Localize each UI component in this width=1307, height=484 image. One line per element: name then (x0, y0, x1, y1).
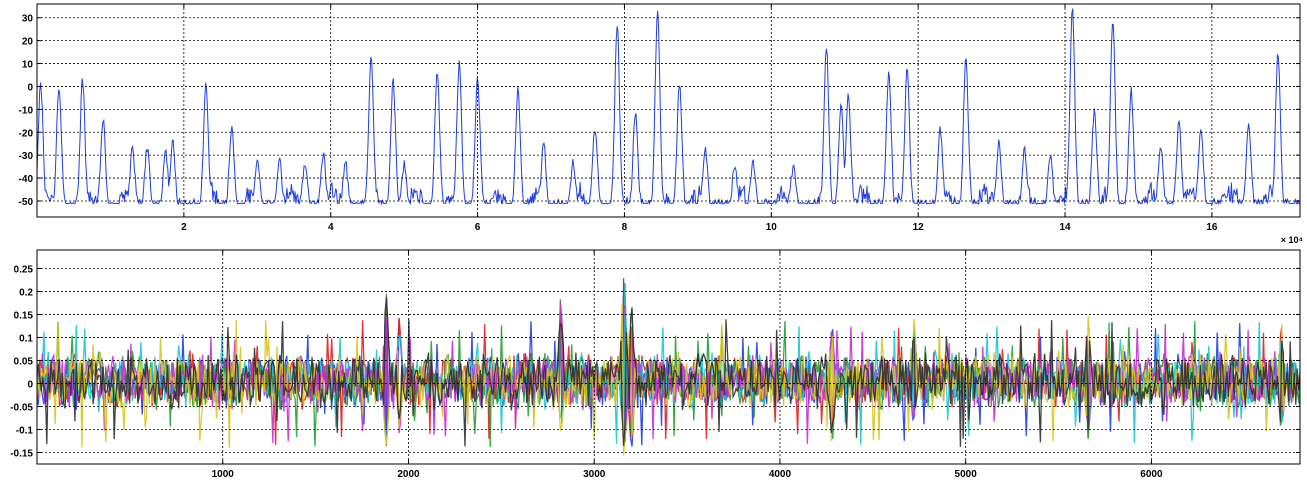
data-layer (37, 8, 1300, 206)
y-tick-label: 0.1 (19, 333, 33, 344)
y-tick-label: 0 (27, 82, 33, 93)
x-tick-label: 5000 (955, 469, 978, 480)
grid (37, 250, 1300, 464)
y-tick-label: 30 (22, 14, 34, 25)
plot-area (37, 250, 1300, 464)
y-tick-label: 0.25 (14, 264, 34, 275)
grid (37, 4, 1300, 217)
x-tick-label: 16 (1206, 222, 1218, 233)
x-tick-label: 4000 (769, 469, 792, 480)
y-tick-label: -30 (19, 151, 34, 162)
axes-frame (36, 3, 1301, 218)
x-tick-label: 12 (913, 222, 925, 233)
x-tick-label: 6 (475, 222, 481, 233)
x-tick-label: 3000 (583, 469, 606, 480)
data-layer (37, 278, 1300, 456)
series-line (37, 301, 1300, 444)
y-tick-label: -50 (19, 197, 34, 208)
y-tick-label: -10 (19, 105, 34, 116)
x-tick-label: 4 (328, 222, 334, 233)
y-tick-label: -20 (19, 128, 34, 139)
x-tick-label: 2 (181, 222, 187, 233)
x-tick-label: 14 (1059, 222, 1071, 233)
y-tick-label: 0 (27, 379, 33, 390)
x-tick-label: 10 (766, 222, 778, 233)
bottom-axes: 1000 2000 3000 4000 5000 6000 0.25 0.2 0.15 0.1 0.… (10, 249, 1301, 480)
plot-area (37, 4, 1300, 217)
x-tick-label: 6000 (1140, 469, 1163, 480)
x-exponent-label: × 10⁴ (1281, 235, 1303, 245)
y-tick-label: -0.15 (10, 448, 33, 459)
x-tick-label: 2000 (397, 469, 420, 480)
y-tick-label: -0.05 (10, 402, 33, 413)
top-axes: 2 4 6 8 10 12 14 16 30 20 10 0 -10 -20 -30 -40 -50 × 10⁴ (19, 3, 1303, 245)
y-tick-label: -40 (19, 174, 34, 185)
y-tick-label: 0.2 (19, 287, 33, 298)
x-tick-label: 1000 (212, 469, 235, 480)
series-line (37, 298, 1300, 447)
y-tick-label: 0.15 (14, 310, 34, 321)
axes-frame (36, 249, 1301, 465)
y-tick-label: -0.1 (16, 425, 34, 436)
series-line (37, 8, 1300, 206)
y-tick-label: 0.05 (14, 356, 34, 367)
x-tick-label: 8 (622, 222, 628, 233)
y-tick-label: 20 (22, 37, 34, 48)
y-tick-label: 10 (22, 60, 34, 71)
